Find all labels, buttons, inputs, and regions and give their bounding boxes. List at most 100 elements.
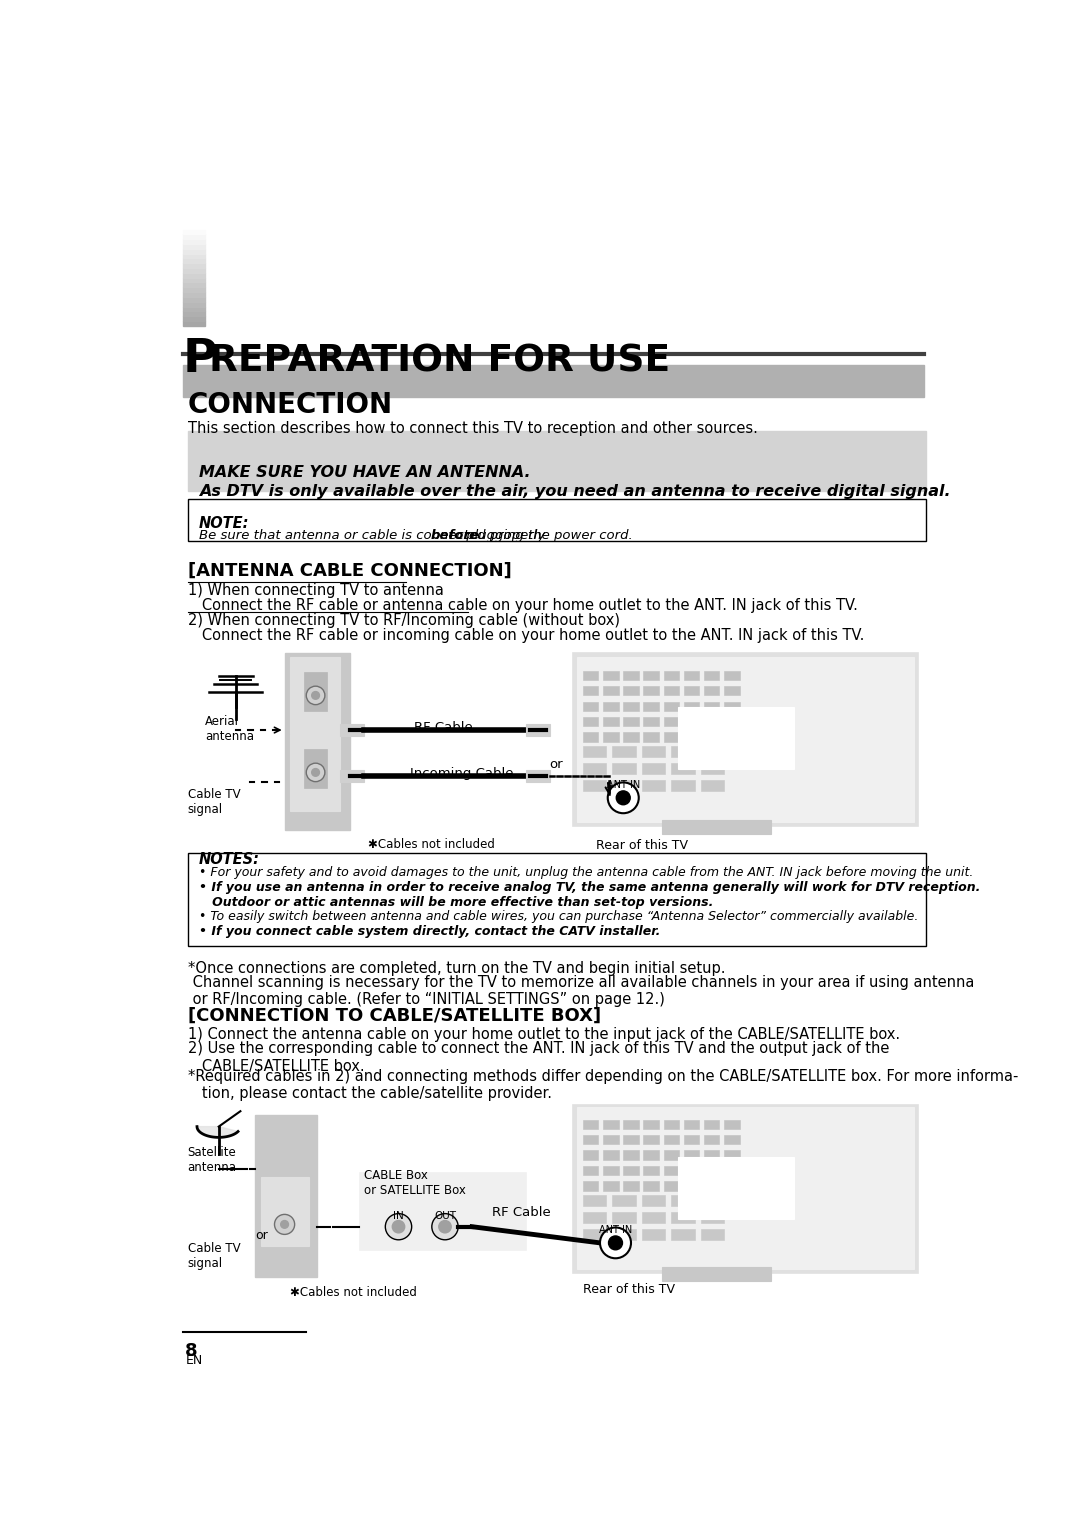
Bar <box>188 853 926 946</box>
Text: *Once connections are completed, turn on the TV and begin initial setup.: *Once connections are completed, turn on… <box>188 961 725 976</box>
Bar <box>704 1181 719 1190</box>
Bar <box>724 717 740 726</box>
Bar <box>583 1135 598 1144</box>
Bar <box>704 671 719 680</box>
Bar <box>623 1151 638 1160</box>
Bar <box>684 1181 699 1190</box>
Text: 2) When connecting TV to RF/Incoming cable (without box): 2) When connecting TV to RF/Incoming cab… <box>188 613 620 628</box>
Bar <box>603 717 619 726</box>
Text: ✱Cables not included: ✱Cables not included <box>291 1287 417 1299</box>
Text: EN: EN <box>186 1354 203 1366</box>
Bar <box>663 1151 679 1160</box>
Bar <box>662 1267 770 1280</box>
Bar <box>704 1151 719 1160</box>
Bar <box>284 652 350 830</box>
Text: RF Cable: RF Cable <box>414 721 473 733</box>
Text: • If you connect cable system directly, contact the CATV installer.: • If you connect cable system directly, … <box>199 924 660 938</box>
Bar <box>677 1157 794 1219</box>
Text: plugging the power cord.: plugging the power cord. <box>462 529 633 542</box>
Bar <box>183 316 205 321</box>
Bar <box>583 717 598 726</box>
Bar <box>644 717 659 726</box>
Text: Connect the RF cable or incoming cable on your home outlet to the ANT. IN jack o: Connect the RF cable or incoming cable o… <box>188 628 864 643</box>
Bar <box>701 762 724 775</box>
Bar <box>724 1166 740 1175</box>
Bar <box>583 686 598 695</box>
Bar <box>684 1120 699 1129</box>
Bar <box>183 296 205 301</box>
Text: NOTE:: NOTE: <box>199 516 249 532</box>
Bar <box>704 1120 719 1129</box>
Bar <box>183 292 205 296</box>
Text: ✱Cables not included: ✱Cables not included <box>367 837 495 851</box>
Circle shape <box>438 1221 451 1233</box>
Bar <box>642 1212 665 1222</box>
Text: OUT: OUT <box>434 1212 456 1221</box>
Bar <box>583 762 606 775</box>
Bar <box>644 701 659 711</box>
Bar <box>303 672 327 711</box>
Bar <box>704 732 719 741</box>
Bar <box>183 301 205 307</box>
Circle shape <box>600 1227 631 1258</box>
Bar <box>704 1135 719 1144</box>
Bar <box>663 1166 679 1175</box>
Bar <box>612 1212 636 1222</box>
Bar <box>701 746 724 756</box>
Text: As DTV is only available over the air, you need an antenna to receive digital si: As DTV is only available over the air, y… <box>199 484 950 498</box>
Bar <box>684 686 699 695</box>
Text: Rear of this TV: Rear of this TV <box>583 1284 675 1296</box>
Bar <box>183 287 205 292</box>
Text: Satellite
antenna: Satellite antenna <box>188 1146 237 1174</box>
Bar <box>183 258 205 263</box>
Bar <box>724 1135 740 1144</box>
Text: CONNECTION: CONNECTION <box>188 391 393 419</box>
Circle shape <box>312 692 320 700</box>
Circle shape <box>307 762 325 782</box>
Bar <box>642 762 665 775</box>
Bar <box>603 701 619 711</box>
Bar <box>724 686 740 695</box>
Bar <box>583 732 598 741</box>
Bar <box>724 671 740 680</box>
Bar <box>583 701 598 711</box>
Text: 2) Use the corresponding cable to connect the ANT. IN jack of this TV and the ou: 2) Use the corresponding cable to connec… <box>188 1041 889 1074</box>
Text: Connect the RF cable or antenna cable on your home outlet to the ANT. IN jack of: Connect the RF cable or antenna cable on… <box>188 597 858 613</box>
Text: • For your safety and to avoid damages to the unit, unplug the antenna cable fro: • For your safety and to avoid damages t… <box>199 866 973 879</box>
Bar <box>612 746 636 756</box>
Bar <box>672 1195 694 1206</box>
Bar <box>672 1229 694 1239</box>
Bar <box>526 724 550 736</box>
Polygon shape <box>197 1126 238 1137</box>
Bar <box>701 1212 724 1222</box>
Bar <box>183 312 205 316</box>
Bar <box>724 732 740 741</box>
Bar <box>704 701 719 711</box>
Bar <box>672 781 694 792</box>
Bar <box>663 1135 679 1144</box>
Circle shape <box>281 1221 288 1229</box>
Bar <box>183 278 205 283</box>
Bar <box>183 240 205 244</box>
Bar <box>183 254 205 258</box>
Bar <box>623 701 638 711</box>
Bar <box>623 1135 638 1144</box>
Bar <box>340 770 364 782</box>
Bar <box>183 244 205 249</box>
Bar <box>583 1120 598 1129</box>
Bar <box>623 671 638 680</box>
Bar <box>183 229 205 234</box>
Bar <box>704 686 719 695</box>
Text: MAKE SURE YOU HAVE AN ANTENNA.: MAKE SURE YOU HAVE AN ANTENNA. <box>199 465 530 480</box>
Bar <box>603 1120 619 1129</box>
Bar <box>612 1195 636 1206</box>
Bar <box>583 1181 598 1190</box>
Text: or: or <box>550 758 564 770</box>
Bar <box>663 1181 679 1190</box>
Text: before: before <box>431 529 480 542</box>
Bar <box>603 1135 619 1144</box>
Bar <box>663 701 679 711</box>
Bar <box>623 732 638 741</box>
Bar <box>663 1120 679 1129</box>
Bar <box>701 781 724 792</box>
